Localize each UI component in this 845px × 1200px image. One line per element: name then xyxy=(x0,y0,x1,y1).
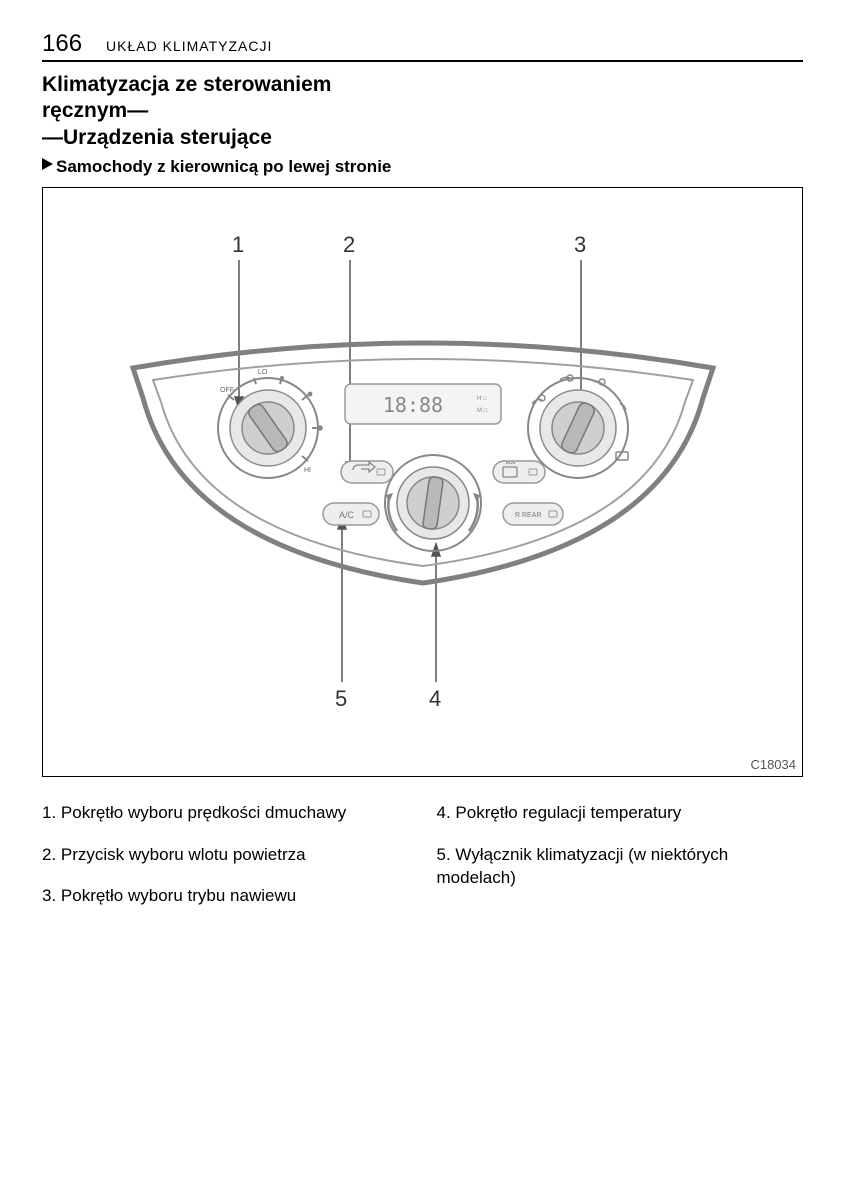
legend-item-5: 5. Wyłącznik klimatyzacji (w niektórych … xyxy=(437,843,804,891)
figure-box: 1 2 3 5 4 xyxy=(42,187,803,777)
triangle-icon xyxy=(42,157,54,176)
svg-text:M □: M □ xyxy=(477,408,488,414)
legend-item-2: 2. Przycisk wyboru wlotu powietrza xyxy=(42,843,409,867)
display-digits: 18:88 xyxy=(382,393,442,417)
subsection-title: Samochody z kierownicą po lewej stronie xyxy=(56,157,391,177)
rrear-button-label: R REAR xyxy=(515,512,541,519)
legend: 1. Pokrętło wyboru prędkości dmuchawy 2.… xyxy=(42,801,803,926)
section-name: UKŁAD KLIMATYZACJI xyxy=(106,38,272,54)
ac-button-label: A/C xyxy=(339,510,355,520)
svg-text:H □: H □ xyxy=(477,396,487,402)
legend-item-1: 1. Pokrętło wyboru prędkości dmuchawy xyxy=(42,801,409,825)
legend-item-4: 4. Pokrętło regulacji temperatury xyxy=(437,801,804,825)
page-header: 166 UKŁAD KLIMATYZACJI xyxy=(42,30,803,62)
dial-hi-label: HI xyxy=(304,467,311,474)
dial-lo-label: LO xyxy=(258,369,268,376)
title-line-2: ręcznym— xyxy=(42,98,803,124)
title-line-3: —Urządzenia sterujące xyxy=(42,125,803,151)
climate-panel-diagram: OFF LO HI xyxy=(113,338,733,598)
legend-item-3: 3. Pokrętło wyboru trybu nawiewu xyxy=(42,884,409,908)
figure-code: C18034 xyxy=(750,757,796,772)
dial-off-label: OFF xyxy=(220,387,234,394)
subsection-row: Samochody z kierownicą po lewej stronie xyxy=(42,157,803,177)
legend-left-col: 1. Pokrętło wyboru prędkości dmuchawy 2.… xyxy=(42,801,409,926)
page-number: 166 xyxy=(42,30,82,58)
legend-right-col: 4. Pokrętło regulacji temperatury 5. Wył… xyxy=(437,801,804,926)
title-line-1: Klimatyzacja ze sterowaniem xyxy=(42,72,803,98)
